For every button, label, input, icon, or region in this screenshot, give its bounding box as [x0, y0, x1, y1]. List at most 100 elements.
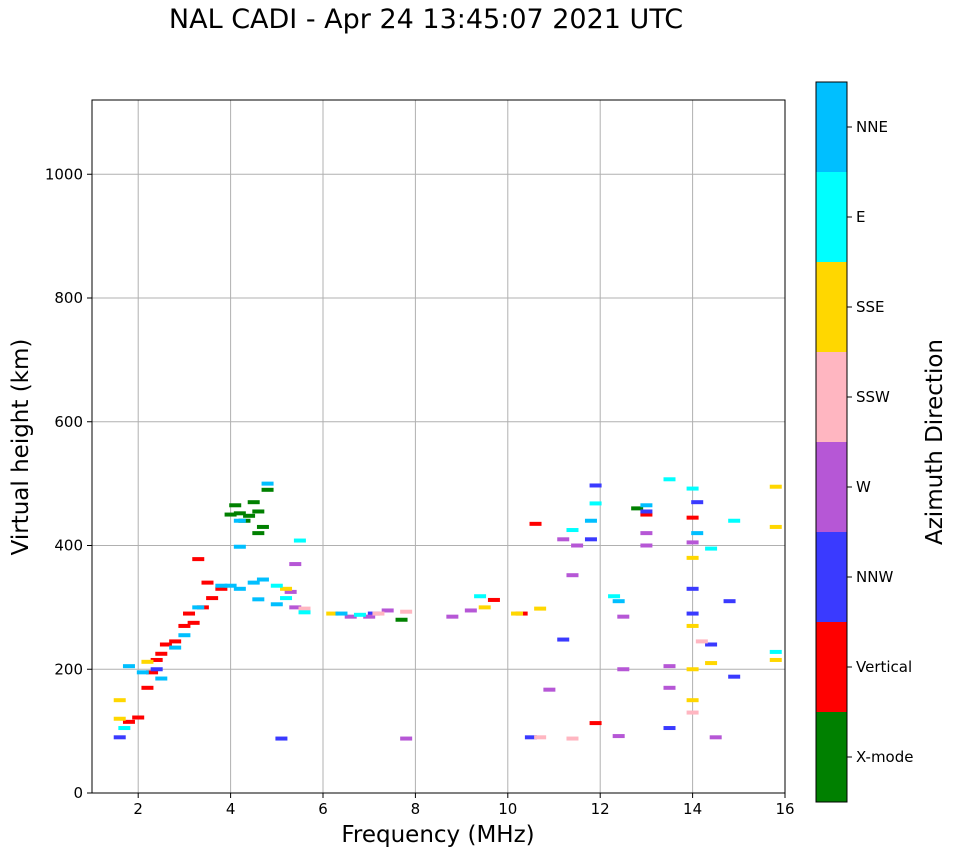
- y-tick-label: 600: [54, 413, 83, 431]
- colorbar-tick-label: E: [856, 208, 865, 226]
- echo-point-nnw: [691, 500, 704, 505]
- echo-point-vertical: [155, 651, 168, 656]
- echo-point-nne: [136, 670, 149, 675]
- echo-point-nnw: [640, 509, 653, 514]
- echo-point-vertical: [183, 611, 196, 616]
- echo-point-w: [566, 573, 579, 578]
- echo-point-vertical: [187, 620, 200, 625]
- echo-point-x-mode: [243, 513, 256, 518]
- colorbar-frame: [815, 81, 848, 803]
- echo-point-vertical: [206, 596, 219, 601]
- echo-point-vertical: [192, 557, 205, 562]
- echo-point-nnw: [113, 735, 126, 740]
- echo-point-nnw: [723, 599, 736, 604]
- echo-point-nnw: [686, 611, 699, 616]
- echo-point-sse: [326, 611, 339, 616]
- echo-point-ssw: [566, 736, 579, 741]
- echo-point-e: [589, 501, 602, 506]
- echo-point-sse: [534, 606, 547, 611]
- echo-point-ssw: [686, 710, 699, 715]
- echo-point-e: [118, 726, 131, 731]
- echo-point-nne: [252, 597, 265, 602]
- colorbar-tick-label: SSW: [856, 388, 890, 406]
- colorbar-tick-label: SSE: [856, 298, 885, 316]
- echo-point-sse: [511, 611, 524, 616]
- echo-point-sse: [113, 698, 126, 703]
- echo-point-e: [705, 546, 718, 551]
- echo-point-nnw: [524, 735, 537, 740]
- echo-point-e: [769, 649, 782, 654]
- echo-point-nne: [233, 586, 246, 591]
- echo-point-vertical: [529, 521, 542, 526]
- colorbar-tick-label: X-mode: [856, 748, 913, 766]
- x-axis-label: Frequency (MHz): [341, 822, 534, 848]
- echo-point-ssw: [400, 609, 413, 614]
- echo-point-sse: [705, 661, 718, 666]
- echo-point-nne: [178, 633, 191, 638]
- colorbar-segment: [816, 442, 847, 532]
- echo-point-ssw: [372, 611, 385, 616]
- echo-point-e: [663, 477, 676, 482]
- echo-point-w: [686, 540, 699, 545]
- echo-point-nne: [335, 611, 348, 616]
- echo-point-nnw: [557, 637, 570, 642]
- echo-point-nne: [256, 577, 269, 582]
- echo-point-x-mode: [631, 506, 644, 511]
- echo-point-sse: [478, 605, 491, 610]
- x-tick-label: 10: [498, 800, 517, 818]
- echo-point-w: [400, 736, 413, 741]
- echo-point-w: [464, 608, 477, 613]
- echo-point-x-mode: [256, 524, 269, 529]
- plot-frame: [91, 99, 786, 794]
- echo-point-nne: [640, 503, 653, 508]
- echo-point-w: [557, 537, 570, 542]
- echo-point-e: [686, 486, 699, 491]
- echo-point-sse: [769, 524, 782, 529]
- echo-point-vertical: [146, 670, 159, 675]
- echo-point-sse: [686, 698, 699, 703]
- echo-point-w: [289, 562, 302, 567]
- x-tick-label: 12: [591, 800, 610, 818]
- y-tick-label: 400: [54, 537, 83, 555]
- echo-point-vertical: [122, 719, 135, 724]
- y-tick-label: 0: [73, 784, 83, 802]
- echo-point-e: [270, 583, 283, 588]
- x-tick-label: 4: [226, 800, 236, 818]
- colorbar: X-mode Vertical NNW W SSW SSE E NNE: [815, 81, 913, 803]
- colorbar-segment: [816, 262, 847, 352]
- echo-point-w: [709, 735, 722, 740]
- echo-point-vertical: [487, 597, 500, 602]
- echo-point-nnw: [686, 586, 699, 591]
- echo-point-e: [566, 528, 579, 533]
- echo-point-x-mode: [261, 487, 274, 492]
- echo-point-vertical: [686, 515, 699, 520]
- echo-point-nnw: [728, 674, 741, 679]
- echo-point-nne: [224, 583, 237, 588]
- colorbar-segment: [816, 712, 847, 802]
- echo-point-w: [617, 667, 630, 672]
- echo-point-x-mode: [252, 509, 265, 514]
- echo-point-x-mode: [395, 617, 408, 622]
- echo-point-sse: [686, 555, 699, 560]
- echo-point-vertical: [178, 623, 191, 628]
- colorbar-segment: [816, 622, 847, 712]
- echo-point-vertical: [132, 715, 145, 720]
- echo-point-w: [446, 614, 459, 619]
- echo-point-w: [543, 687, 556, 692]
- echo-point-vertical: [169, 639, 182, 644]
- x-tick-label: 2: [133, 800, 143, 818]
- echo-point-e: [293, 538, 306, 543]
- chart-title: NAL CADI - Apr 24 13:45:07 2021 UTC: [168, 4, 684, 35]
- echo-point-nne: [584, 518, 597, 523]
- echo-point-nne: [247, 580, 260, 585]
- echo-point-e: [474, 594, 487, 599]
- echo-point-e: [280, 596, 293, 601]
- echo-point-w: [381, 608, 394, 613]
- y-axis-label: Virtual height (km): [8, 339, 34, 556]
- colorbar-label: Azimuth Direction: [922, 339, 948, 545]
- echo-point-w: [284, 589, 297, 594]
- echo-point-e: [353, 612, 366, 617]
- echo-point-e: [298, 610, 311, 615]
- grid-lines: [92, 100, 786, 794]
